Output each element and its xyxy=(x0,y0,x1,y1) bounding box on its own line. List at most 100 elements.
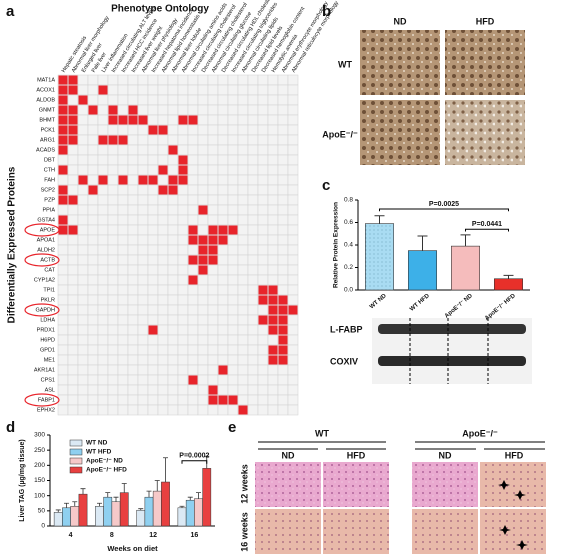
row-label: APOE xyxy=(40,227,56,233)
grid-cell xyxy=(207,94,219,106)
filled-cell xyxy=(178,175,188,185)
grid-cell xyxy=(147,404,159,416)
grid-cell xyxy=(67,264,79,276)
grid-cell xyxy=(177,204,189,216)
grid-cell xyxy=(67,334,79,346)
grid-cell xyxy=(67,374,79,386)
grid-cell xyxy=(277,264,289,276)
grid-cell xyxy=(167,354,179,366)
grid-cell xyxy=(277,154,289,166)
grid-cell xyxy=(97,354,109,366)
bar xyxy=(70,506,80,527)
grid-cell xyxy=(67,364,79,376)
micrograph xyxy=(323,509,389,554)
grid-cell xyxy=(257,384,269,396)
filled-cell xyxy=(268,285,278,295)
micrograph xyxy=(480,509,546,554)
grid-cell xyxy=(67,254,79,266)
grid-cell xyxy=(57,364,69,376)
filled-cell xyxy=(288,305,298,315)
grid-cell xyxy=(147,74,159,86)
grid-cell xyxy=(247,364,259,376)
bar xyxy=(202,468,212,527)
grid-cell xyxy=(157,84,169,96)
grid-cell xyxy=(247,204,259,216)
grid-cell xyxy=(117,334,129,346)
grid-cell xyxy=(157,174,169,186)
grid-cell xyxy=(87,304,99,316)
grid-cell xyxy=(257,304,269,316)
row-label: CPS1 xyxy=(41,377,55,383)
grid-cell xyxy=(287,74,299,86)
grid-cell xyxy=(167,304,179,316)
error-bar xyxy=(417,235,428,251)
grid-cell xyxy=(227,194,239,206)
grid-cell xyxy=(147,164,159,176)
grid-cell xyxy=(187,394,199,406)
grid-cell xyxy=(247,344,259,356)
grid-cell xyxy=(147,84,159,96)
grid-cell xyxy=(137,374,149,386)
grid-cell xyxy=(217,164,229,176)
grid-cell xyxy=(177,294,189,306)
grid-cell xyxy=(177,194,189,206)
grid-cell xyxy=(217,334,229,346)
grid-cell xyxy=(137,194,149,206)
grid-cell xyxy=(217,134,229,146)
bar xyxy=(119,492,129,527)
grid-cell xyxy=(77,154,89,166)
grid-cell xyxy=(107,94,119,106)
grid-cell xyxy=(97,74,109,86)
filled-cell xyxy=(128,115,138,125)
grid-cell xyxy=(77,224,89,236)
grid-cell xyxy=(167,74,179,86)
grid-cell xyxy=(177,144,189,156)
filled-cell xyxy=(68,75,78,85)
grid-cell xyxy=(137,94,149,106)
row-label: PCK1 xyxy=(41,127,55,133)
grid-cell xyxy=(257,154,269,166)
grid-cell xyxy=(97,234,109,246)
filled-cell xyxy=(178,165,188,175)
micrograph xyxy=(255,509,321,554)
grid-cell xyxy=(197,164,209,176)
grid-cell xyxy=(167,164,179,176)
grid-cell xyxy=(127,164,139,176)
grid-cell xyxy=(197,74,209,86)
grid-cell xyxy=(97,224,109,236)
grid-cell xyxy=(267,154,279,166)
error-bar xyxy=(179,505,185,508)
grid-cell xyxy=(107,404,119,416)
grid-cell xyxy=(67,294,79,306)
grid-cell xyxy=(287,244,299,256)
grid-cell xyxy=(287,344,299,356)
grid-cell xyxy=(177,134,189,146)
error-bar xyxy=(374,215,385,224)
filled-cell xyxy=(228,225,238,235)
grid-cell xyxy=(97,384,109,396)
grid-cell xyxy=(187,184,199,196)
filled-cell xyxy=(218,235,228,245)
grid-cell xyxy=(237,174,249,186)
grid-cell xyxy=(137,74,149,86)
grid-cell xyxy=(197,294,209,306)
column-label: HFD xyxy=(347,450,366,460)
grid-cell xyxy=(137,314,149,326)
grid-cell xyxy=(237,214,249,226)
filled-cell xyxy=(268,345,278,355)
grid-cell xyxy=(67,404,79,416)
column-label: ND xyxy=(282,450,295,460)
grid-cell xyxy=(97,214,109,226)
grid-cell xyxy=(127,244,139,256)
grid-cell xyxy=(207,84,219,96)
grid-cell xyxy=(67,344,79,356)
filled-cell xyxy=(188,225,198,235)
grid-cell xyxy=(227,304,239,316)
grid-cell xyxy=(267,364,279,376)
row-label: ACADS xyxy=(36,147,55,153)
grid-cell xyxy=(157,274,169,286)
filled-cell xyxy=(158,125,168,135)
panel-label: d xyxy=(6,419,15,436)
grid-cell xyxy=(157,394,169,406)
grid-cell xyxy=(217,124,229,136)
